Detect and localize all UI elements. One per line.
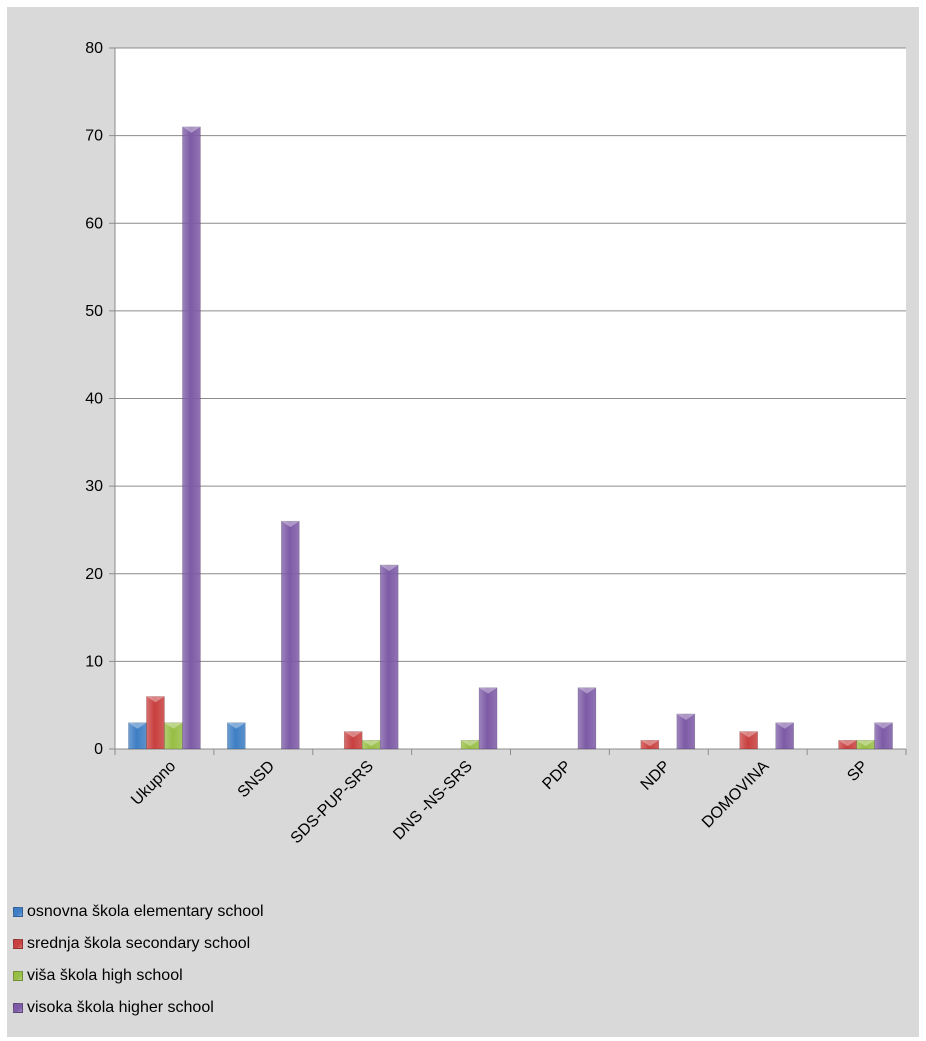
axes [109,47,907,755]
bar-cap [128,722,147,729]
bar-pdp-series-4 [577,687,597,750]
legend-label: visoka škola higher school [27,999,214,1016]
bar-cap [164,722,183,729]
legend: osnovna škola elementary school srednja š… [13,896,264,1024]
bar-dns-ns-srs-series-4 [478,687,498,750]
bar-cap [362,740,381,747]
bar-snsd-series-1 [227,722,246,750]
y-tick-label: 50 [85,303,103,320]
legend-label: osnovna škola elementary school [27,903,264,920]
x-tick-label: Ukupno [128,758,179,809]
legend-label: viša škola high school [27,967,183,984]
legend-swatch [13,939,23,949]
legend-item: visoka škola higher school [13,992,264,1024]
y-tick-label: 80 [85,40,103,57]
bar-cap [838,740,857,747]
y-tick-label: 0 [94,741,103,758]
bar-cap [227,722,246,729]
bar-cap [640,740,659,747]
bar-cap [380,564,399,571]
bar-cap [856,740,875,747]
bar-cap [479,687,498,694]
bar-cap [739,731,758,738]
bars [128,126,893,750]
bar-ndp-series-2 [640,739,660,750]
x-tick-label: SP [844,758,871,785]
bar-domovina-series-4 [775,722,794,750]
bar-sds-pup-srs-series-4 [379,564,399,750]
x-tick-label: DNS -NS-SRS [390,758,476,844]
y-tick-label: 70 [85,128,103,145]
bar-cap [146,696,165,703]
bar-cap [461,740,480,747]
bar-ukupno-series-4 [182,126,201,750]
bar-snsd-series-4 [281,520,300,750]
y-tick-label: 40 [85,391,103,408]
y-tick-label: 10 [85,653,103,670]
x-tick-label: PDP [539,758,574,793]
bar-domovina-series-2 [739,731,758,750]
bar-cap [281,521,300,528]
bar-cap [182,126,201,133]
gridlines [115,47,906,749]
x-tick-label: DOMOVINA [699,758,773,832]
bar-cap [775,722,794,729]
x-tick-label: SNSD [235,758,278,801]
legend-item: srednja škola secondary school [13,928,264,960]
bar-cap [676,713,695,720]
legend-swatch [13,1003,23,1013]
y-tick-label: 60 [85,215,103,232]
legend-item: osnovna škola elementary school [13,896,264,928]
legend-swatch [13,907,23,917]
legend-swatch [13,971,23,981]
bar-ukupno-series-2 [146,696,165,750]
bar-ndp-series-4 [676,713,696,750]
x-tick-label: SDS-PUP-SRS [288,758,377,847]
x-tick-label: NDP [638,758,674,794]
y-tick-label: 20 [85,566,103,583]
bar-cap [577,687,596,694]
bar-cap [344,731,363,738]
bar-sp-series-4 [874,722,893,750]
legend-label: srednja škola secondary school [27,935,251,952]
legend-item: viša škola high school [13,960,264,992]
y-tick-label: 30 [85,478,103,495]
bar-cap [874,722,893,729]
